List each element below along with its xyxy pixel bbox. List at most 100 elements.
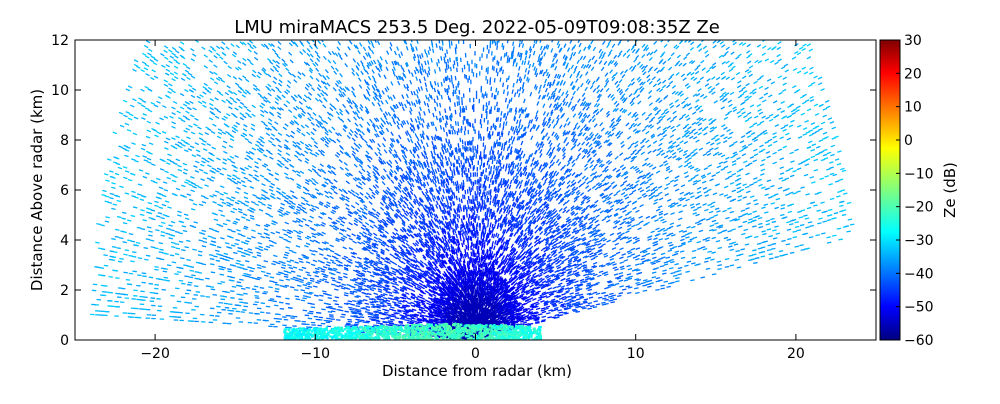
range-gate (484, 255, 485, 259)
range-gate (642, 250, 646, 251)
range-gate (632, 115, 635, 118)
range-gate (532, 299, 536, 301)
range-gate (717, 166, 721, 168)
range-gate (665, 111, 669, 114)
range-gate (509, 58, 510, 62)
range-gate (593, 274, 597, 275)
range-gate (589, 297, 593, 298)
range-gate (775, 62, 779, 64)
range-gate (781, 101, 785, 103)
range-gate (485, 266, 486, 270)
range-gate (491, 146, 492, 150)
range-gate (558, 260, 562, 262)
range-gate (702, 68, 706, 71)
range-gate (670, 105, 674, 108)
range-gate (638, 79, 641, 82)
range-gate (586, 72, 588, 76)
range-gate (496, 233, 497, 237)
range-gate (666, 286, 670, 287)
range-gate (622, 74, 625, 77)
range-gate (575, 272, 579, 274)
range-gate (589, 221, 593, 223)
range-gate (502, 257, 504, 261)
range-gate (796, 191, 800, 192)
range-gate (751, 133, 755, 135)
range-gate (675, 176, 679, 178)
range-gate (740, 141, 744, 143)
range-gate (684, 57, 687, 60)
range-gate (531, 168, 533, 172)
range-gate (642, 44, 645, 47)
range-gate (792, 219, 796, 220)
range-gate (738, 226, 742, 227)
range-gate (769, 254, 773, 255)
range-gate (627, 274, 631, 275)
range-gate (597, 85, 600, 89)
range-gate (750, 105, 754, 107)
range-gate (827, 242, 831, 243)
range-gate (544, 117, 546, 121)
range-gate (761, 231, 765, 232)
range-gate (581, 200, 584, 203)
range-gate (837, 164, 841, 165)
range-gate (687, 162, 691, 164)
range-gate (624, 260, 628, 261)
range-gate (749, 255, 753, 256)
range-gate (734, 154, 738, 156)
range-gate (516, 176, 518, 180)
range-gate (642, 138, 646, 141)
range-gate (797, 211, 801, 212)
range-gate (525, 114, 526, 118)
range-gate (800, 225, 804, 226)
range-gate (704, 191, 708, 193)
range-gate (760, 164, 764, 166)
range-gate (542, 312, 546, 313)
range-gate (669, 245, 673, 246)
range-gate (659, 89, 662, 92)
range-gate (656, 278, 660, 279)
range-gate (535, 240, 538, 243)
range-gate (660, 164, 664, 166)
range-gate (708, 165, 712, 167)
range-gate (693, 209, 697, 211)
range-gate (553, 188, 556, 191)
range-gate (586, 64, 588, 68)
range-gate (805, 218, 809, 219)
range-gate (628, 211, 632, 213)
range-gate (751, 259, 755, 260)
range-gate (820, 104, 824, 106)
range-gate (506, 155, 507, 159)
range-gate (628, 146, 631, 149)
range-gate (766, 220, 770, 221)
range-gate (696, 140, 700, 142)
range-gate (538, 299, 542, 301)
range-gate (692, 250, 696, 251)
range-gate (691, 226, 695, 227)
range-gate (837, 228, 841, 229)
range-gate (726, 61, 730, 64)
range-gate (759, 97, 763, 99)
range-gate (745, 119, 749, 121)
range-gate (512, 51, 513, 55)
range-gate (761, 187, 765, 188)
range-gate (643, 72, 646, 75)
range-gate (582, 93, 584, 97)
range-gate (733, 109, 737, 111)
range-gate (745, 244, 749, 245)
range-gate (482, 284, 483, 288)
range-gate (509, 99, 510, 103)
range-gate (806, 248, 810, 249)
range-gate (530, 172, 532, 176)
range-gate (592, 168, 595, 171)
range-gate (499, 136, 500, 140)
range-gate (612, 264, 616, 265)
range-gate (575, 287, 579, 288)
range-gate (754, 154, 758, 156)
range-gate (631, 152, 635, 155)
range-gate (698, 128, 702, 130)
range-gate (788, 115, 792, 117)
range-gate (762, 234, 766, 235)
range-gate (749, 184, 753, 185)
range-gate (503, 83, 504, 87)
range-gate (535, 115, 537, 119)
